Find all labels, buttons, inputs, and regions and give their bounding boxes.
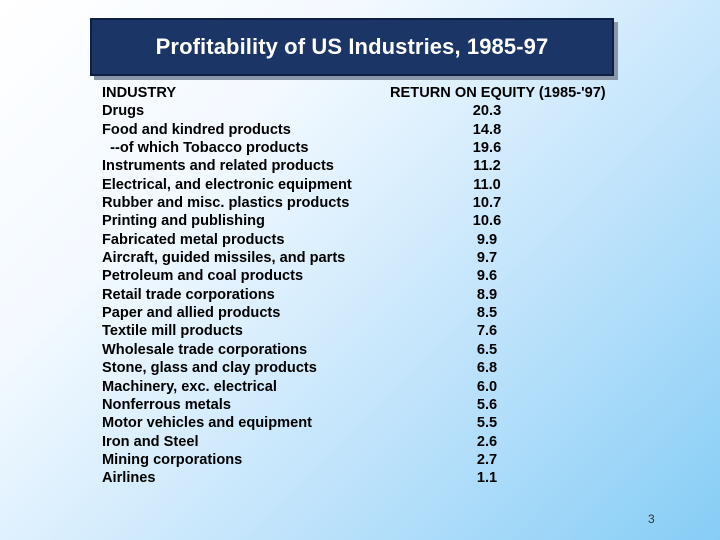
industry-cell: Paper and allied products: [102, 305, 281, 322]
roe-value-cell: 8.5: [476, 305, 498, 322]
industry-cell: Instruments and related products: [102, 158, 334, 175]
industry-cell: Aircraft, guided missiles, and parts: [102, 250, 346, 267]
industry-cell: Rubber and misc. plastics products: [102, 195, 350, 212]
industry-cell: Drugs: [102, 103, 145, 120]
industry-cell: Printing and publishing: [102, 213, 265, 230]
roe-value-cell: 10.7: [472, 195, 502, 212]
table-row: Paper and allied products 8.5: [102, 304, 642, 322]
roe-value-cell: 20.3: [472, 103, 502, 120]
slide-title-box: Profitability of US Industries, 1985-97: [90, 18, 614, 76]
table-row: Mining corporations 2.7: [102, 451, 642, 469]
roe-value-cell: 6.8: [476, 360, 498, 377]
table-row: Nonferrous metals 5.6: [102, 396, 642, 414]
table-row: Machinery, exc. electrical 6.0: [102, 378, 642, 396]
header-return-on-equity: RETURN ON EQUITY (1985-'97): [390, 85, 606, 101]
table-row: Fabricated metal products 9.9: [102, 231, 642, 249]
table-row: Aircraft, guided missiles, and parts 9.7: [102, 249, 642, 267]
roe-value-cell: 9.6: [476, 268, 498, 285]
table-row: Food and kindred products 14.8: [102, 121, 642, 139]
roe-value-cell: 6.0: [476, 378, 498, 395]
industry-cell: Textile mill products: [102, 323, 243, 340]
roe-table: INDUSTRY RETURN ON EQUITY (1985-'97) Dru…: [102, 84, 642, 488]
roe-value-cell: 2.6: [476, 433, 498, 450]
industry-cell: Iron and Steel: [102, 433, 199, 450]
table-row: Petroleum and coal products 9.6: [102, 267, 642, 285]
industry-cell: Stone, glass and clay products: [102, 360, 317, 377]
table-row: Retail trade corporations 8.9: [102, 286, 642, 304]
roe-value-cell: 10.6: [472, 213, 502, 230]
industry-cell: Retail trade corporations: [102, 286, 275, 303]
industry-cell: Machinery, exc. electrical: [102, 378, 277, 395]
roe-value-cell: 9.7: [476, 250, 498, 267]
industry-cell: Petroleum and coal products: [102, 268, 304, 285]
table-row: Wholesale trade corporations 6.5: [102, 341, 642, 359]
table-header-row: INDUSTRY RETURN ON EQUITY (1985-'97): [102, 84, 642, 102]
industry-cell: Mining corporations: [102, 451, 243, 468]
table-row: Stone, glass and clay products 6.8: [102, 359, 642, 377]
table-row: --of which Tobacco products 19.6: [102, 139, 642, 157]
table-row: Drugs 20.3: [102, 102, 642, 120]
table-row: Textile mill products 7.6: [102, 322, 642, 340]
industry-cell: Wholesale trade corporations: [102, 341, 308, 358]
industry-cell: Electrical, and electronic equipment: [102, 176, 352, 193]
table-row: Airlines 1.1: [102, 469, 642, 487]
roe-value-cell: 5.5: [476, 415, 498, 432]
roe-value-cell: 8.9: [476, 286, 498, 303]
slide-title: Profitability of US Industries, 1985-97: [155, 34, 549, 59]
industry-cell: Food and kindred products: [102, 121, 291, 138]
table-row: Printing and publishing 10.6: [102, 212, 642, 230]
table-row: Instruments and related products 11.2: [102, 157, 642, 175]
roe-value-cell: 1.1: [476, 470, 498, 487]
industry-cell: Nonferrous metals: [102, 396, 231, 413]
roe-value-cell: 6.5: [476, 341, 498, 358]
industry-cell: Airlines: [102, 470, 156, 487]
roe-value-cell: 19.6: [472, 140, 502, 157]
industry-cell: Motor vehicles and equipment: [102, 415, 313, 432]
header-industry: INDUSTRY: [102, 85, 177, 101]
roe-value-cell: 2.7: [476, 451, 498, 468]
table-row: Rubber and misc. plastics products 10.7: [102, 194, 642, 212]
roe-value-cell: 7.6: [476, 323, 498, 340]
roe-value-cell: 14.8: [472, 121, 502, 138]
roe-value-cell: 11.2: [473, 158, 501, 175]
industry-cell: Fabricated metal products: [102, 231, 285, 248]
table-row: Motor vehicles and equipment 5.5: [102, 414, 642, 432]
roe-value-cell: 9.9: [476, 231, 498, 248]
table-row: Electrical, and electronic equipment 11.0: [102, 176, 642, 194]
table-row: Iron and Steel 2.6: [102, 433, 642, 451]
roe-value-cell: 11.0: [473, 176, 501, 193]
page-number: 3: [648, 512, 655, 526]
roe-value-cell: 5.6: [476, 396, 498, 413]
industry-cell: --of which Tobacco products: [102, 140, 309, 157]
